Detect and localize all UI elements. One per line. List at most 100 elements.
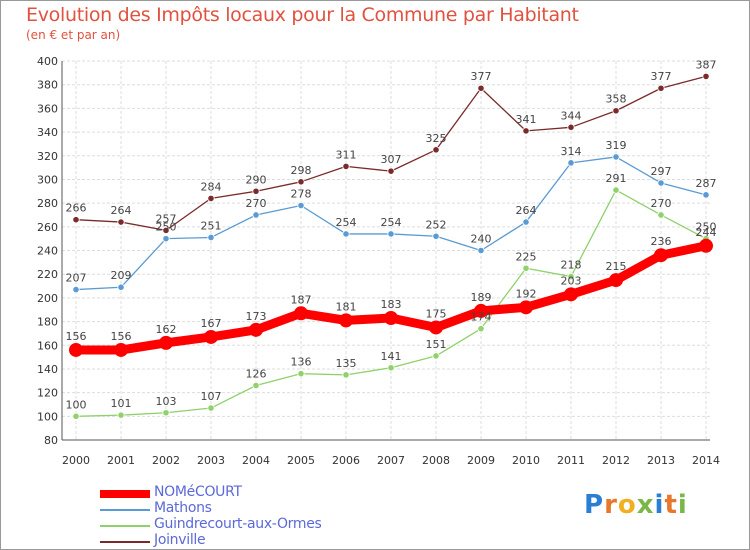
data-label: 284 [201,180,222,193]
y-tick-label: 220 [37,268,58,281]
data-label: 270 [246,197,267,210]
y-tick-label: 280 [37,197,58,210]
data-label: 151 [426,338,447,351]
data-label: 264 [516,204,537,217]
y-tick-label: 100 [37,410,58,423]
data-label: 136 [291,356,312,369]
data-point [297,201,305,210]
data-point [657,179,665,187]
data-point [432,352,440,360]
data-label: 203 [561,274,582,287]
data-label: 319 [606,139,627,152]
data-point [612,153,620,161]
data-label: 266 [66,202,87,215]
data-label: 377 [651,70,672,83]
y-tick-label: 380 [37,79,58,92]
data-point [207,233,215,242]
data-label: 298 [291,164,312,177]
legend-label: Guindrecourt-aux-Ormes [154,516,322,532]
y-tick-label: 200 [37,292,58,305]
data-label: 100 [66,398,87,411]
data-point [612,186,620,194]
y-tick-label: 240 [37,245,58,258]
y-tick-label: 320 [37,150,58,163]
data-point [72,285,80,294]
data-point [387,167,395,175]
data-label: 173 [246,310,267,323]
data-label: 244 [696,226,717,239]
data-label: 278 [291,187,312,200]
data-label: 101 [111,397,132,410]
data-point [609,273,623,288]
data-point [702,191,710,199]
y-tick-label: 260 [37,221,58,234]
data-point [72,216,80,224]
data-point [297,178,305,186]
data-label: 344 [561,109,582,122]
data-point [207,404,215,412]
legend-swatch [100,509,150,511]
data-label: 297 [651,165,672,178]
x-tick-label: 2014 [692,454,720,467]
y-tick-label: 160 [37,339,58,352]
data-point [519,300,533,315]
logo-letter: i [654,490,665,520]
data-label: 189 [471,291,492,304]
data-point [432,146,440,154]
data-point [522,218,530,226]
x-tick-label: 2013 [647,454,675,467]
data-point [657,84,665,92]
chart-subtitle: (en € et par an) [26,28,121,42]
data-label: 254 [381,216,402,229]
data-label: 215 [606,260,627,273]
x-tick-label: 2003 [197,454,225,467]
data-point [477,246,485,255]
data-label: 174 [471,311,492,324]
data-label: 325 [426,132,447,145]
x-tick-label: 2004 [242,454,270,467]
data-label: 207 [66,272,87,285]
data-point [654,248,668,263]
data-label: 252 [426,218,447,231]
data-point [162,409,170,417]
logo-letter: i [677,490,688,520]
data-label: 187 [291,293,312,306]
x-tick-label: 2000 [62,454,90,467]
data-point [204,329,218,344]
data-label: 291 [606,172,627,185]
y-tick-label: 180 [37,316,58,329]
data-label: 314 [561,145,582,158]
data-label: 254 [336,216,357,229]
data-point [297,370,305,378]
logo-letter: o [617,490,637,520]
data-label: 225 [516,250,537,263]
legend-swatch [100,490,150,498]
data-label: 218 [561,259,582,272]
data-label: 240 [471,233,492,246]
data-point [567,159,575,167]
data-label: 103 [156,395,177,408]
x-tick-label: 2009 [467,454,495,467]
x-tick-label: 2012 [602,454,630,467]
data-point [342,230,350,238]
data-label: 250 [156,221,177,234]
logo-letter: r [604,490,618,520]
data-label: 250 [696,221,717,234]
data-label: 156 [66,330,87,343]
data-label: 358 [606,93,627,106]
data-label: 341 [516,113,537,126]
data-point [252,381,260,390]
data-label: 181 [336,300,357,313]
data-label: 377 [471,70,492,83]
data-point [162,235,170,243]
data-point [162,226,170,234]
x-tick-label: 2002 [152,454,180,467]
data-label: 311 [336,148,357,161]
data-label: 192 [516,287,537,300]
y-tick-label: 360 [37,102,58,115]
data-label: 257 [156,212,177,225]
proxiti-logo: Proxiti [584,490,688,520]
data-point [339,313,353,328]
chart-title: Evolution des Impôts locaux pour la Comm… [26,4,579,26]
